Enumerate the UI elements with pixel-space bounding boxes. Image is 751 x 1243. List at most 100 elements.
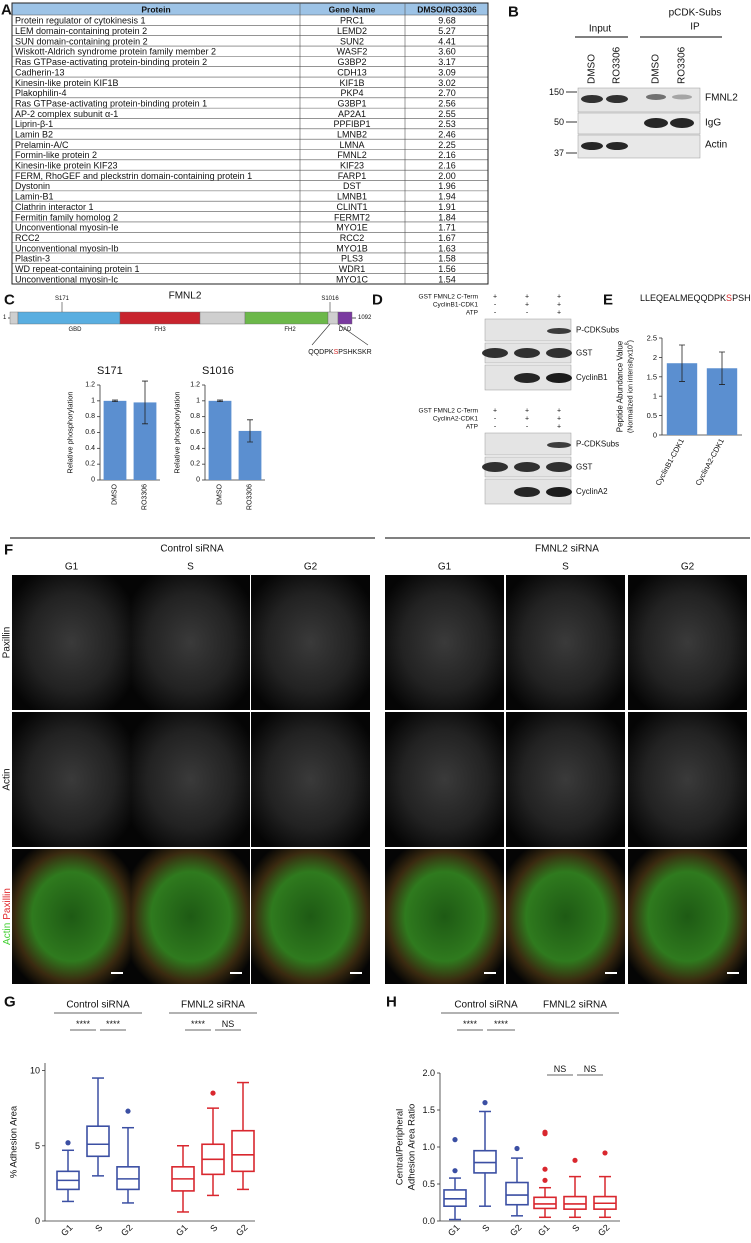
- x-tick-label: RO3306: [142, 484, 149, 510]
- protein-name: LEM domain-containing protein 2: [15, 26, 147, 36]
- protein-name: Dystonin: [15, 181, 50, 191]
- gene-name: WASF2: [337, 47, 368, 57]
- gene-name: PPFIBP1: [333, 119, 370, 129]
- condition-label: CyclinA2-CDK1: [433, 416, 479, 423]
- zoom-line: [337, 323, 369, 346]
- error-bar: [719, 351, 725, 385]
- gene-name: FERMT2: [334, 212, 370, 222]
- blot-band: [514, 462, 540, 472]
- ratio: 1.91: [438, 202, 456, 212]
- y-tick-label: 1: [653, 392, 657, 401]
- protein-name: Formin-like protein 2: [15, 150, 97, 160]
- blot-band: [606, 142, 628, 150]
- blot-band: [672, 94, 692, 100]
- band-label: P-CDKSubs: [576, 326, 619, 335]
- micrograph: [506, 575, 625, 710]
- flier: [482, 1100, 488, 1106]
- ratio: 2.55: [438, 109, 456, 119]
- protein-name: Ras GTPase-activating protein-binding pr…: [15, 98, 207, 108]
- gene-name: CDH13: [337, 67, 367, 77]
- scale-bar: [230, 972, 242, 974]
- condition-sign: +: [525, 408, 529, 415]
- domain: [119, 311, 201, 325]
- micrograph: [385, 849, 504, 984]
- gene-name: CLINT1: [336, 202, 367, 212]
- ratio: 3.02: [438, 78, 456, 88]
- micrograph: [251, 712, 370, 847]
- ratio: 3.09: [438, 67, 456, 77]
- condition-sign: -: [494, 302, 497, 309]
- condition-sign: +: [493, 408, 497, 415]
- condition-label: ATP: [466, 424, 478, 431]
- sequence-part: S: [334, 349, 339, 356]
- y-axis-label: (Normalized ion intensityx108): [625, 340, 635, 433]
- micrograph: [251, 575, 370, 710]
- blot-band: [514, 348, 540, 358]
- box: [563, 1195, 587, 1210]
- gene-name: PLS3: [341, 254, 363, 264]
- chart-title: S1016: [202, 365, 234, 377]
- panel-label: B: [508, 4, 519, 21]
- condition-sign: -: [494, 416, 497, 423]
- scale-bar: [484, 972, 496, 974]
- protein-name: Clathrin interactor 1: [15, 202, 94, 212]
- panel-label: F: [4, 542, 13, 559]
- micrograph: [628, 849, 747, 984]
- domain: [337, 311, 353, 325]
- residue-label: 1092: [358, 315, 372, 321]
- protein-name: Unconventional myosin-Ie: [15, 223, 119, 233]
- gene-name: KIF23: [340, 161, 364, 171]
- protein-name: Lamin B2: [15, 129, 53, 139]
- y-tick-label: 0.4: [85, 445, 95, 452]
- protein-name: Fermitin family homolog 2: [15, 212, 118, 222]
- panel-label: E: [603, 292, 613, 309]
- condition-sign: +: [557, 310, 561, 317]
- blot-band: [482, 462, 508, 472]
- flier: [65, 1140, 71, 1146]
- ratio: 2.56: [438, 98, 456, 108]
- micrograph: [506, 712, 625, 847]
- significance-label: NS: [222, 1019, 235, 1029]
- phase-label: S: [562, 562, 569, 573]
- gene-name: DST: [343, 181, 362, 191]
- blot-band: [581, 142, 603, 150]
- x-tick-label: G2: [596, 1222, 612, 1238]
- domain: [9, 311, 19, 325]
- peptide-sequence: LLEQEALMEQQDPKSPSHK: [640, 293, 751, 303]
- group-label: Control siRNA: [66, 1000, 130, 1011]
- gene-name: FMNL2: [337, 150, 367, 160]
- protein-name: Ras GTPase-activating protein-binding pr…: [15, 57, 207, 67]
- mw-marker: 50: [554, 117, 564, 127]
- x-tick-label: DMSO: [217, 483, 224, 505]
- y-axis-label: Relative phosphorylation: [66, 391, 75, 473]
- condition-sign: +: [525, 416, 529, 423]
- group-label: FMNL2 siRNA: [535, 544, 599, 555]
- x-tick-label: S: [570, 1222, 581, 1233]
- protein-name: Kinesin-like protein KIF1B: [15, 78, 119, 88]
- ratio: 1.58: [438, 254, 456, 264]
- ratio: 1.56: [438, 264, 456, 274]
- gene-name: MYO1B: [336, 243, 368, 253]
- table-header-cell: DMSO/RO3306: [417, 5, 477, 15]
- condition-sign: +: [557, 424, 561, 431]
- lane-label: DMSO: [651, 54, 662, 84]
- ratio: 3.17: [438, 57, 456, 67]
- panel-label: D: [372, 292, 383, 309]
- y-axis-label: Adhesion Area Ratio: [407, 1104, 418, 1191]
- gene-name: RCC2: [340, 233, 365, 243]
- panel-label: H: [386, 994, 397, 1011]
- y-tick-label: 10: [30, 1066, 40, 1076]
- box: [231, 1129, 255, 1173]
- condition-label: GST FMNL2 C-Term: [419, 408, 478, 415]
- ratio: 2.16: [438, 161, 456, 171]
- blot-band: [644, 118, 668, 128]
- site-label: S171: [55, 296, 70, 302]
- micrograph: [385, 575, 504, 710]
- group-label: Control siRNA: [454, 1000, 518, 1011]
- merge-part: Paxillin: [2, 888, 13, 920]
- gene-name: G3BP2: [337, 57, 366, 67]
- y-tick-label: 0: [35, 1216, 40, 1226]
- group-label: FMNL2 siRNA: [543, 1000, 607, 1011]
- condition-sign: -: [494, 310, 497, 317]
